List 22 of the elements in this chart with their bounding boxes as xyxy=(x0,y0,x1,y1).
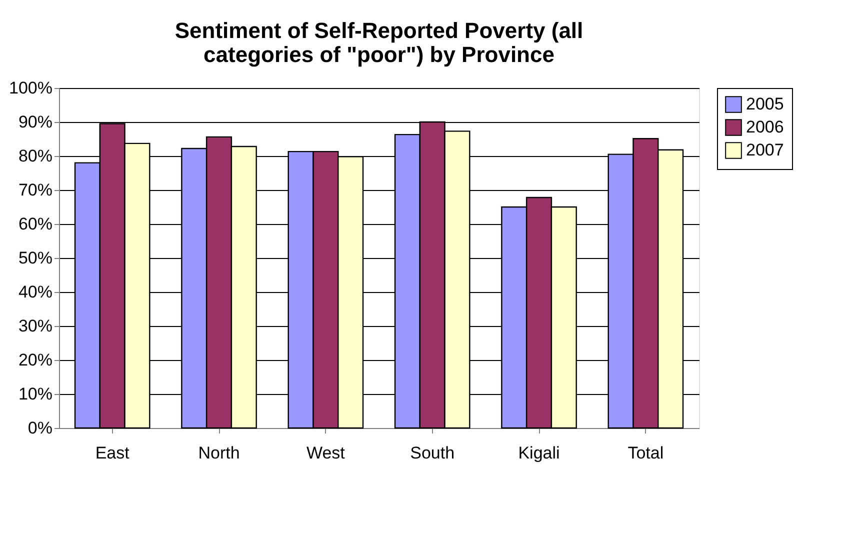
y-tick-label: 20% xyxy=(18,350,52,370)
y-tick-label: 70% xyxy=(18,180,52,200)
legend-label: 2006 xyxy=(746,118,784,136)
text: categories of "poor") by Province xyxy=(204,42,554,67)
x-tick-label: West xyxy=(306,444,346,462)
y-tick-label: 100% xyxy=(9,78,52,98)
y-tick-label: 50% xyxy=(18,248,52,268)
x-tick-label: South xyxy=(410,444,455,462)
x-tick-label: Kigali xyxy=(518,444,560,462)
y-tick-label: 60% xyxy=(18,214,52,234)
x-tick-label: Total xyxy=(628,444,664,462)
x-tick-label: East xyxy=(95,444,130,462)
text: Sentiment of Self-Reported Poverty (all xyxy=(174,18,584,43)
y-tick-label: 80% xyxy=(18,146,52,166)
y-tick-label: 10% xyxy=(18,384,52,404)
x-tick-label: North xyxy=(198,444,240,462)
y-tick-label: 90% xyxy=(18,112,52,132)
legend-label: 2007 xyxy=(746,140,784,160)
y-tick-label: 0% xyxy=(28,418,52,438)
y-tick-label: 40% xyxy=(18,282,52,302)
legend-label: 2005 xyxy=(746,94,784,114)
y-tick-label: 30% xyxy=(18,316,52,336)
